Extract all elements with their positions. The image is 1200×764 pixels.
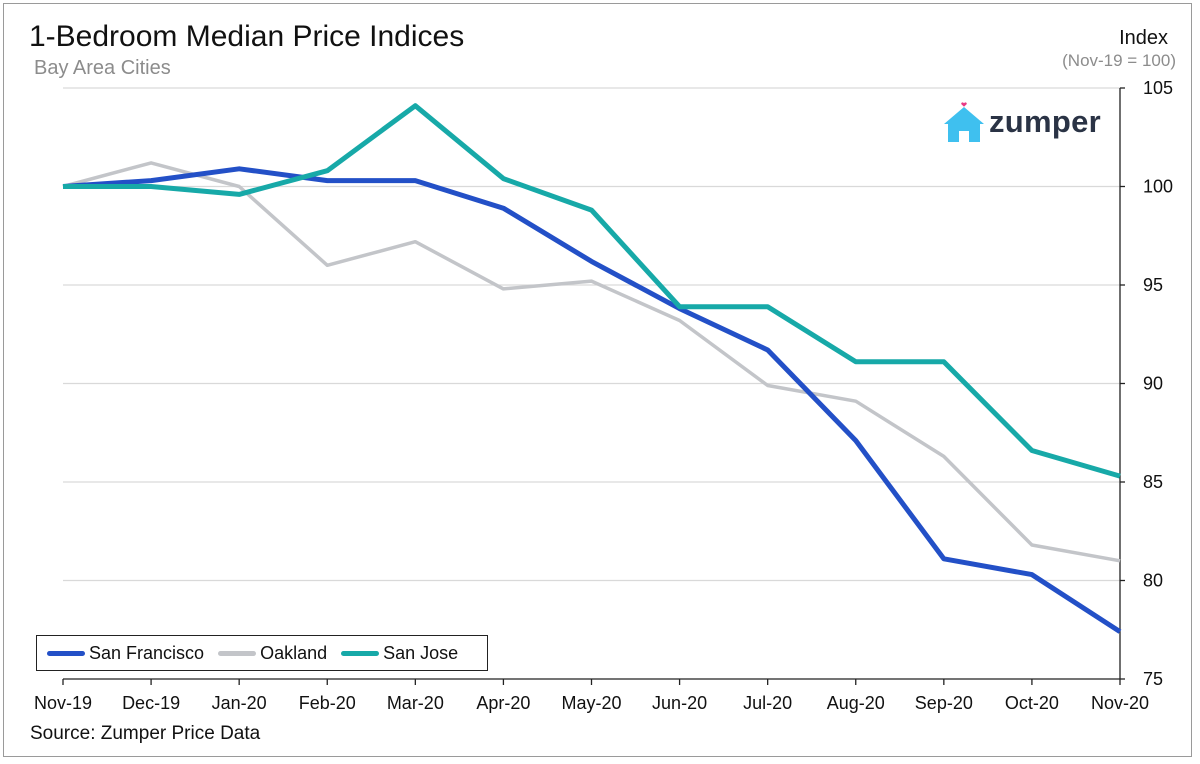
series-line-san-francisco [62,166,1122,634]
x-tick-label: Aug-20 [827,693,885,713]
x-tick-label: Dec-19 [122,693,180,713]
legend-label: San Jose [383,642,459,663]
y-tick-label: 90 [1143,374,1163,394]
y-axis-note: (Nov-19 = 100) [1062,51,1176,70]
chart-subtitle: Bay Area Cities [34,57,171,79]
y-axis-title: Index [1119,27,1168,49]
y-tick-label: 75 [1143,669,1163,689]
series-line-san-jose [63,103,1121,479]
x-tick-label: Nov-20 [1091,693,1149,713]
chart-title: 1-Bedroom Median Price Indices [29,20,465,53]
x-tick-label: Oct-20 [1005,693,1059,713]
y-tick-label: 85 [1143,472,1163,492]
legend-label: San Francisco [89,642,205,663]
x-tick-label: Jan-20 [212,693,267,713]
x-tick-label: Jun-20 [652,693,707,713]
series-line-oakland [62,161,1121,563]
logo-wordmark: zumper [989,104,1102,139]
y-tick-label: 95 [1143,275,1163,295]
x-tick-label: Feb-20 [299,693,356,713]
y-tick-label: 80 [1143,571,1163,591]
x-tick-label: Jul-20 [743,693,792,713]
legend: San Francisco Oakland San Jose [36,635,488,671]
legend-item: San Jose [341,643,458,664]
house-icon [944,102,984,142]
legend-swatch [218,650,257,656]
legend-swatch [341,650,380,656]
legend-label: Oakland [260,642,328,663]
x-tick-label: Sep-20 [915,693,973,713]
legend-item: Oakland [218,643,327,664]
x-tick-label: May-20 [561,693,621,713]
y-tick-label: 105 [1143,78,1173,98]
chart-frame [3,3,1192,757]
x-tick-label: Mar-20 [387,693,444,713]
legend-swatch [47,650,85,656]
y-tick-label: 100 [1143,177,1173,197]
x-tick-label: Apr-20 [476,693,530,713]
source-note: Source: Zumper Price Data [30,723,261,744]
x-tick-label: Nov-19 [34,693,92,713]
legend-item: San Francisco [47,643,204,664]
zumper-logo: zumper [942,102,1107,144]
